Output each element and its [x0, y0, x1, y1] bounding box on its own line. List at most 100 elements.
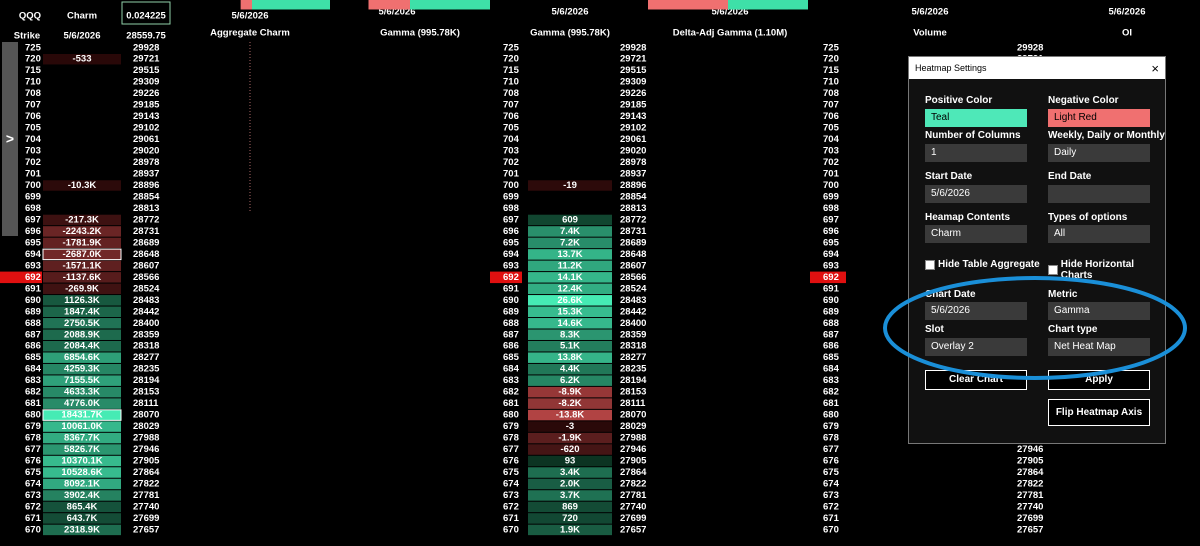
checkbox-box[interactable]	[1048, 265, 1058, 275]
strike: 673	[503, 490, 519, 501]
bar	[404, 0, 410, 10]
strike: 688	[25, 318, 41, 329]
strike: 675	[823, 467, 840, 478]
price: 28070	[133, 410, 159, 421]
charm-cell	[43, 272, 121, 283]
gamma-label: -13.8K	[556, 410, 585, 421]
input[interactable]: Net Heat Map	[1048, 338, 1150, 356]
charm-cell	[43, 432, 121, 444]
strike: 684	[823, 364, 840, 375]
charm-label: 8367.7K	[64, 433, 100, 444]
strike: 707	[823, 100, 839, 111]
input[interactable]: Overlay 2	[925, 338, 1027, 356]
gamma-label: 869	[562, 501, 578, 512]
strike: 700	[823, 180, 839, 191]
price: 28442	[620, 306, 646, 317]
strike: 690	[503, 295, 519, 306]
strike: 700	[25, 180, 41, 191]
checkbox[interactable]: Hide Table Aggregate	[925, 259, 1040, 270]
label: Positive Color	[925, 95, 993, 106]
gamma-cell	[528, 272, 612, 283]
strike: 689	[503, 306, 519, 317]
strike: 706	[25, 111, 41, 122]
price: 28937	[133, 169, 159, 180]
checkbox-box[interactable]	[925, 259, 935, 270]
gamma-label: 11.2K	[558, 260, 583, 271]
charm-label: -1571.1K	[62, 260, 101, 271]
price: 27699	[1017, 513, 1043, 524]
clear-button[interactable]: Clear Chart	[925, 370, 1027, 390]
gamma-cell	[528, 478, 612, 490]
strike: 680	[25, 410, 41, 421]
gamma-label: 14.1K	[557, 272, 582, 283]
column-header: Aggregate Charm	[210, 28, 290, 39]
gamma-cell	[528, 249, 612, 260]
gamma-cell	[528, 524, 612, 536]
label: Chart type	[1048, 324, 1098, 335]
strike: 684	[503, 364, 520, 375]
gamma-label: 93	[565, 456, 576, 467]
charm-cell	[43, 340, 121, 352]
charm-cell	[43, 455, 121, 467]
gamma-cell	[528, 386, 612, 398]
apply-button[interactable]: Apply	[1048, 370, 1150, 390]
column-header: Volume	[913, 28, 947, 39]
price: 28153	[620, 387, 646, 398]
strike: 708	[25, 88, 41, 99]
input[interactable]: 5/6/2026	[925, 302, 1027, 320]
gamma-cell	[528, 340, 612, 352]
charm-label: 3902.4K	[64, 490, 100, 501]
price: 29309	[133, 77, 159, 88]
gamma-label: 2.0K	[560, 478, 580, 489]
input[interactable]: All	[1048, 225, 1150, 243]
metric-value: 0.024225	[126, 11, 166, 22]
charm-cell	[43, 421, 121, 432]
gamma-cell	[528, 306, 612, 318]
input[interactable]: Light Red	[1048, 109, 1150, 127]
price: 29020	[133, 146, 159, 157]
close-button[interactable]: ×	[1151, 60, 1159, 76]
flip-button[interactable]: Flip Heatmap Axis	[1048, 399, 1150, 426]
price: 27781	[133, 490, 160, 501]
charm-label: 643.7K	[67, 513, 98, 524]
input[interactable]: 5/6/2026	[925, 185, 1027, 203]
gamma-label: -1.9K	[558, 433, 581, 444]
price: 27946	[133, 444, 159, 455]
side-button-label[interactable]: >	[6, 131, 14, 147]
strike: 696	[823, 226, 839, 237]
price: 27740	[1017, 501, 1043, 512]
input[interactable]: Teal	[925, 109, 1027, 127]
charm-cell	[43, 295, 121, 306]
strike: 701	[25, 169, 42, 180]
gamma-label: 13.7K	[557, 249, 582, 260]
strike: 698	[25, 203, 41, 214]
input[interactable]: 1	[925, 144, 1027, 162]
charm-cell	[43, 352, 121, 363]
input[interactable]: Daily	[1048, 144, 1150, 162]
strike: 692	[823, 272, 839, 283]
strike: 706	[503, 111, 519, 122]
price: 29143	[620, 111, 646, 122]
gamma-label: 7.2K	[560, 237, 580, 248]
strike: 687	[823, 329, 839, 340]
price: 28566	[620, 272, 646, 283]
bar	[250, 0, 252, 10]
charm-cell	[43, 283, 121, 295]
gamma-label: 6.2K	[560, 375, 580, 386]
input[interactable]: Gamma	[1048, 302, 1150, 320]
input[interactable]	[1048, 185, 1150, 203]
strike: 699	[25, 191, 41, 202]
price: 27699	[133, 513, 159, 524]
charm-cell	[43, 180, 121, 191]
strike: 679	[823, 421, 839, 432]
checkbox[interactable]: Hide Horizontal Charts	[1048, 259, 1165, 281]
price: 28607	[133, 260, 159, 271]
strike: 698	[503, 203, 519, 214]
strike: 678	[823, 433, 839, 444]
charm-cell	[42, 248, 122, 261]
date-header: 5/6/2026	[912, 7, 949, 18]
price: 29143	[133, 111, 159, 122]
side-button[interactable]	[2, 42, 18, 236]
input[interactable]: Charm	[925, 225, 1027, 243]
gamma-label: 3.7K	[560, 490, 580, 501]
